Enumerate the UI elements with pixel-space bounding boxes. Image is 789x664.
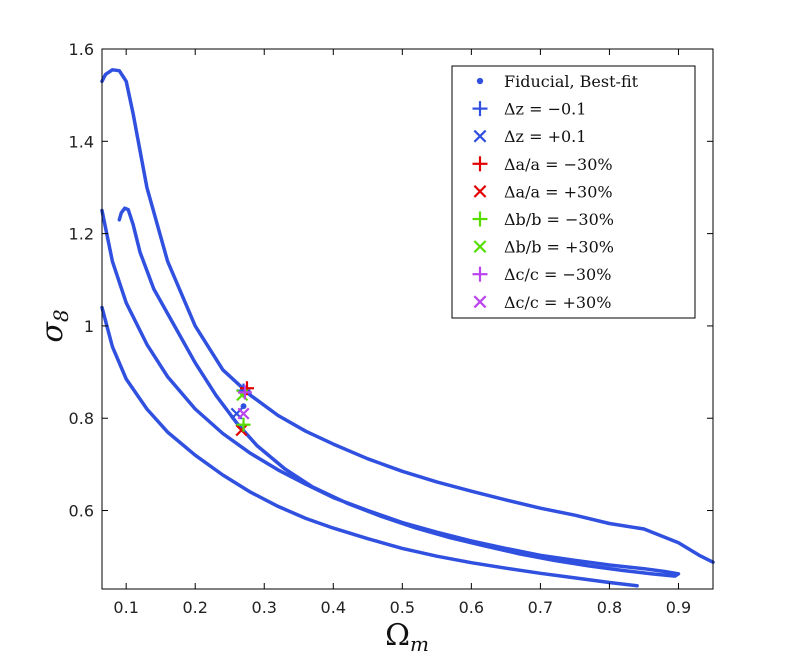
marker-8-0 [237,407,250,420]
contour-inner [100,206,681,578]
legend-marker-5 [472,211,488,227]
plot-frame [101,48,714,590]
legend-marker-6 [473,240,487,254]
y-axis-label: σ8 [35,309,73,342]
legend-marker-2 [473,129,487,143]
y-axis-label-subscript: 8 [49,309,73,322]
legend-label-4: Δa/a = +30% [504,182,613,201]
data-markers [230,381,254,437]
x-tick-label: 0.2 [182,598,207,617]
x-tick-label: 0.9 [666,598,691,617]
legend-marker-3 [472,156,488,172]
legend-marker-7 [472,266,488,282]
x-axis-ticks: 0.1 0.2 0.3 0.4 0.5 0.6 0.7 0.8 0.9 [113,49,691,617]
contour-lines [100,68,715,588]
legend-label-5: Δb/b = −30% [504,210,614,229]
legend-label-3: Δa/a = −30% [504,155,613,174]
legend-box [451,65,696,319]
legend-label-2: Δz = +0.1 [504,127,586,146]
y-tick-label: 0.8 [69,409,94,428]
x-axis-label-subscript: m [410,632,429,656]
marker-0-0 [240,403,247,410]
legend-label-6: Δb/b = +30% [504,238,614,257]
y-tick-label: 1.4 [69,132,94,151]
x-axis-label: Ωm [385,618,429,656]
y-tick-label: 1.2 [69,225,94,244]
legend-marker-8 [473,295,487,309]
x-tick-label: 0.8 [597,598,622,617]
legend-label-7: Δc/c = −30% [504,265,611,284]
x-axis-label-main: Ω [385,618,410,653]
y-axis-label-main: σ [35,321,70,343]
legend-marker-0 [476,77,484,85]
x-tick-label: 0.1 [113,598,138,617]
x-tick-label: 0.5 [390,598,415,617]
x-tick-label: 0.6 [459,598,484,617]
marker-4-0 [235,424,248,437]
x-tick-label: 0.3 [252,598,277,617]
y-tick-label: 1 [84,317,94,336]
contour-outer [100,68,715,564]
x-tick-label: 0.7 [528,598,553,617]
legend-marker-1 [472,101,488,117]
legend-label-1: Δz = −0.1 [504,100,586,119]
legend-label-8: Δc/c = +30% [504,293,611,312]
marker-7-0 [237,385,252,400]
y-tick-label: 1.6 [69,40,94,59]
marker-5-0 [236,417,251,432]
x-tick-label: 0.4 [321,598,346,617]
y-tick-label: 0.6 [69,502,94,521]
contour-outer-lower [100,305,639,588]
legend-label-0: Fiducial, Best-fit [504,72,639,91]
y-axis-ticks: 0.6 0.8 1 1.2 1.4 1.6 [69,40,713,521]
legend-marker-4 [473,184,487,198]
legend: Fiducial, Best-fit Δz = −0.1 Δz = +0.1 Δa/a… [451,65,696,319]
